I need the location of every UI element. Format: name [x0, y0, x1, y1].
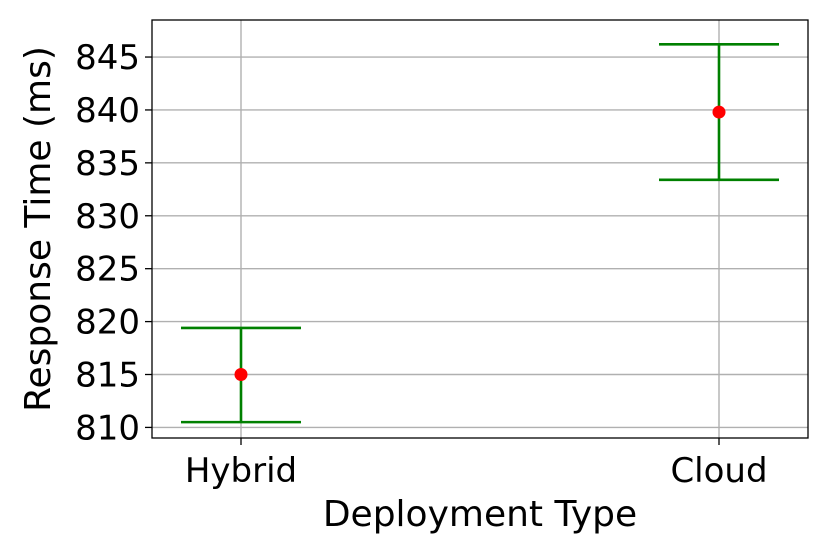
x-ticks: Hybrid Cloud [185, 438, 768, 491]
y-tick-label: 815 [75, 356, 140, 396]
y-tick-label: 835 [75, 144, 140, 184]
plot-frame [151, 19, 809, 439]
x-tick-label: Cloud [670, 451, 767, 491]
x-axis-label: Deployment Type [323, 494, 637, 535]
y-axis-label: Response Time (ms) [18, 46, 59, 412]
data-point [712, 105, 726, 119]
y-ticks: 810 815 820 825 830 835 840 845 [75, 38, 152, 448]
data-point [234, 368, 248, 382]
y-tick-label: 845 [75, 38, 140, 78]
data-points [234, 105, 726, 382]
y-tick-label: 810 [75, 408, 140, 448]
y-tick-label: 825 [75, 250, 140, 290]
x-tick-label: Hybrid [185, 451, 297, 491]
grid [152, 20, 808, 438]
y-tick-label: 840 [75, 91, 140, 131]
y-tick-label: 830 [75, 197, 140, 237]
error-bars [181, 43, 779, 424]
y-tick-label: 820 [75, 303, 140, 343]
